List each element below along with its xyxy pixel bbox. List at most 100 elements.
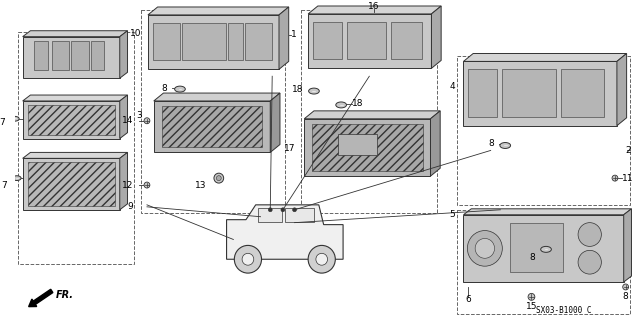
Text: 11: 11 [622, 174, 633, 183]
Polygon shape [23, 95, 127, 101]
Bar [457, 56, 629, 205]
Ellipse shape [308, 88, 319, 94]
Bar [503, 69, 555, 117]
Polygon shape [308, 6, 441, 14]
Circle shape [281, 208, 285, 212]
Text: 17: 17 [284, 144, 296, 153]
Bar [23, 37, 120, 78]
Bar [27, 105, 115, 135]
Ellipse shape [336, 102, 347, 108]
Polygon shape [431, 111, 440, 176]
Polygon shape [154, 93, 280, 101]
Text: 4: 4 [449, 82, 455, 91]
Polygon shape [120, 31, 127, 78]
Bar [162, 106, 262, 148]
Bar [18, 32, 134, 264]
Bar [312, 124, 423, 171]
Circle shape [234, 245, 262, 273]
Text: 18: 18 [352, 100, 363, 108]
Circle shape [308, 245, 335, 273]
Polygon shape [617, 53, 627, 126]
Text: 6: 6 [466, 295, 471, 304]
Bar [141, 10, 285, 213]
Bar [245, 23, 272, 60]
Bar [23, 158, 120, 210]
Ellipse shape [175, 86, 185, 92]
FancyArrow shape [29, 289, 53, 307]
Bar [390, 22, 422, 60]
Text: 13: 13 [195, 180, 206, 189]
Text: 8: 8 [162, 84, 168, 92]
Bar [257, 208, 282, 222]
Bar [338, 134, 377, 156]
Text: FR.: FR. [55, 290, 74, 300]
Circle shape [242, 253, 254, 265]
Polygon shape [23, 31, 127, 37]
Circle shape [528, 293, 535, 300]
Bar [71, 41, 89, 70]
Bar [27, 162, 115, 206]
Ellipse shape [541, 246, 552, 252]
Text: 3: 3 [136, 111, 142, 120]
Circle shape [144, 118, 150, 124]
Bar [464, 61, 617, 126]
Bar [347, 22, 386, 60]
Circle shape [144, 182, 150, 188]
Polygon shape [624, 209, 631, 282]
Circle shape [475, 238, 494, 258]
Circle shape [468, 231, 503, 266]
Circle shape [214, 173, 224, 183]
Bar [52, 41, 69, 70]
Bar [90, 41, 104, 70]
Circle shape [217, 176, 221, 180]
Bar [308, 14, 431, 68]
Text: 10: 10 [129, 29, 141, 38]
Polygon shape [120, 95, 127, 139]
Bar [468, 69, 497, 117]
Bar [285, 208, 314, 222]
Polygon shape [431, 6, 441, 68]
Circle shape [578, 250, 601, 274]
Text: 5: 5 [449, 210, 455, 219]
Ellipse shape [500, 142, 511, 148]
Bar [154, 101, 270, 152]
Polygon shape [120, 152, 127, 210]
Bar [313, 22, 342, 60]
Bar [34, 41, 48, 70]
Text: 14: 14 [122, 116, 133, 125]
Text: 1: 1 [290, 30, 296, 39]
Text: 12: 12 [122, 180, 133, 189]
Circle shape [292, 208, 296, 212]
Circle shape [578, 223, 601, 246]
Text: 2: 2 [626, 146, 631, 155]
Polygon shape [464, 209, 631, 215]
Polygon shape [148, 7, 289, 15]
Text: SX03-B1000 C: SX03-B1000 C [536, 306, 591, 315]
Bar [23, 101, 120, 139]
Bar [561, 69, 605, 117]
Text: 9: 9 [127, 202, 133, 211]
Text: 8: 8 [489, 139, 494, 148]
Polygon shape [270, 93, 280, 152]
Text: 8: 8 [529, 253, 535, 262]
Polygon shape [227, 205, 343, 259]
Bar [510, 223, 564, 272]
Text: 7: 7 [0, 118, 5, 127]
Polygon shape [464, 53, 627, 61]
Text: 7: 7 [1, 180, 7, 189]
Bar [153, 23, 180, 60]
Circle shape [316, 253, 327, 265]
Bar [148, 15, 279, 69]
Polygon shape [279, 7, 289, 69]
Bar [227, 23, 243, 60]
Bar [304, 119, 431, 176]
Bar [301, 10, 437, 213]
Circle shape [612, 175, 618, 181]
Ellipse shape [11, 116, 19, 121]
Bar [464, 215, 624, 282]
Text: 8: 8 [623, 292, 629, 301]
Text: 16: 16 [368, 3, 380, 12]
Polygon shape [23, 152, 127, 158]
Bar [182, 23, 225, 60]
Ellipse shape [13, 176, 21, 180]
